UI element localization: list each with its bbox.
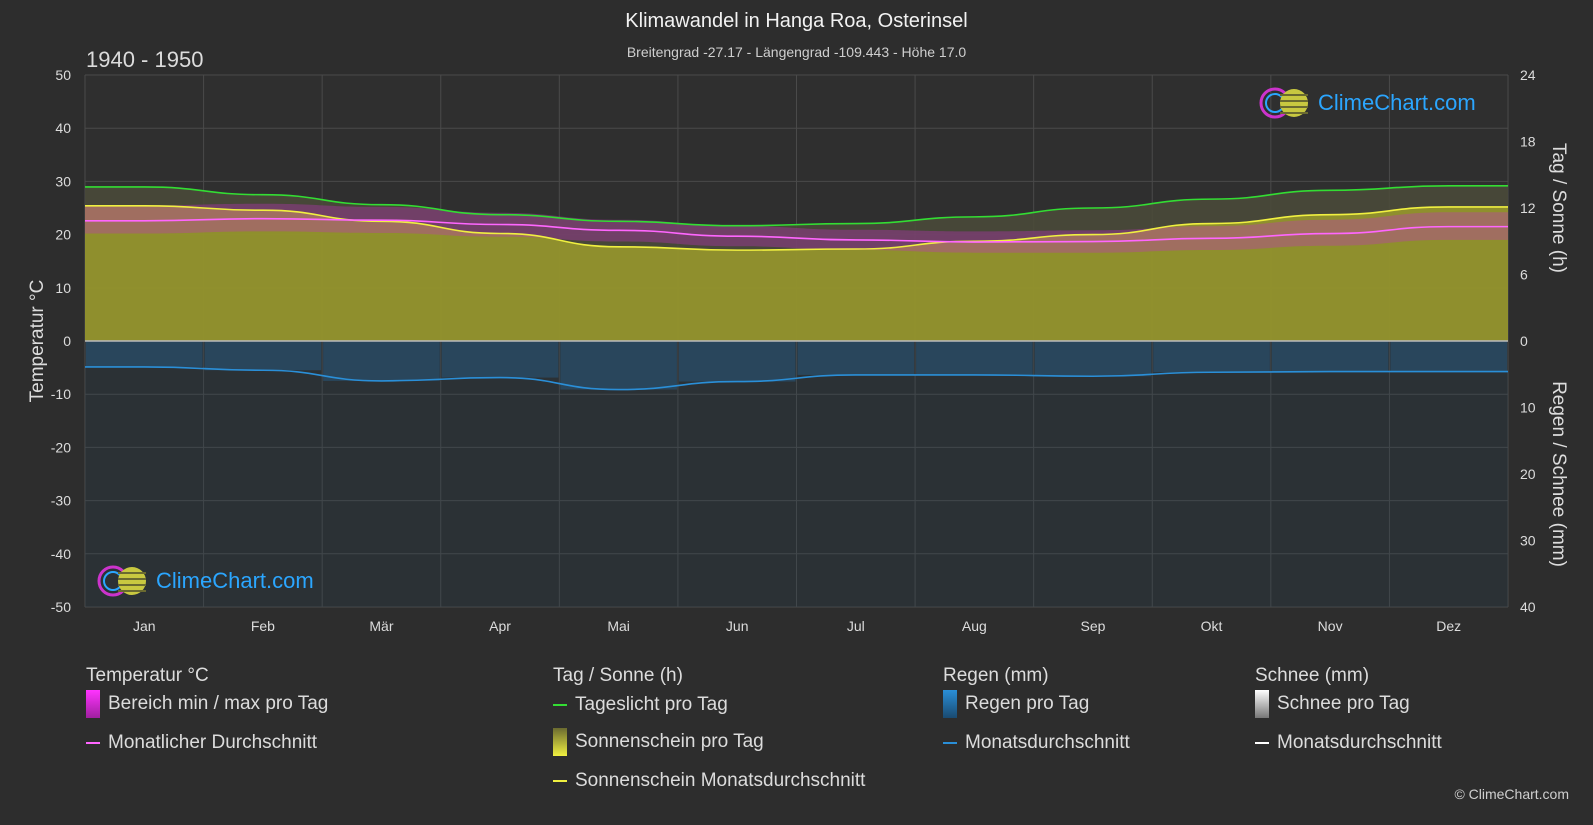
rain-bar [1034,341,1152,377]
rain-avg-line [84,366,1508,391]
legend-label: Schnee pro Tag [1277,693,1410,714]
yellow-box-swatch-icon [553,728,567,756]
y-tick-label-right-mm: 10 [1520,400,1536,416]
period-label: 1940 - 1950 [86,47,204,72]
white-box-swatch-icon [1255,690,1269,718]
rain-bar [916,341,1033,375]
x-tick-label: Jan [133,618,156,634]
x-tick-label: Mai [607,618,630,634]
legend-heading-temperature: Temperatur °C [86,665,209,686]
legend-item-snow-avg: Monatsdurchschnitt [1255,732,1442,754]
y-tick-label-right-mm: 30 [1520,533,1536,549]
legend-item-rain: Regen pro Tag [943,690,1089,718]
legend-item-temp-avg: Monatlicher Durchschnitt [86,732,317,754]
y-tick-label-left: -10 [51,386,71,402]
y-tick-label-right-hours: 0 [1520,333,1528,349]
blue-line-swatch-icon [943,742,957,744]
y-tick-label-left: 30 [55,173,71,189]
rain-bar [1390,341,1507,372]
climechart-logo-icon [1258,86,1314,120]
y-tick-label-left: -30 [51,493,71,509]
climechart-logo-icon [96,564,152,598]
x-tick-label: Nov [1318,618,1343,634]
chart-title: Klimawandel in Hanga Roa, Osterinsel [625,10,968,32]
legend-label: Sonnenschein Monatsdurchschnitt [575,770,866,791]
legend-item-sunshine: Sonnenschein pro Tag [553,728,764,756]
legend-label: Sonnenschein pro Tag [575,731,764,752]
legend-label: Regen pro Tag [965,693,1090,714]
y-axis-title-left: Temperatur °C [27,280,48,403]
y-tick-label-right-mm: 20 [1520,466,1536,482]
legend-label: Bereich min / max pro Tag [108,693,329,714]
y-tick-label-left: 0 [63,333,71,349]
y-tick-label-left: -40 [51,546,71,562]
y-tick-label-right-hours: 12 [1520,200,1536,216]
x-tick-label: Sep [1080,618,1105,634]
legend-label: Monatsdurchschnitt [965,732,1130,753]
brand-logo-top[interactable]: ClimeChart.com [1258,86,1476,120]
legend-label: Monatsdurchschnitt [1277,732,1442,753]
rain-bar [86,341,203,367]
legend-item-sunshine-avg: Sonnenschein Monatsdurchschnitt [553,770,865,792]
x-tick-label: Jun [726,618,749,634]
legend-item-snow: Schnee pro Tag [1255,690,1410,718]
chart-subtitle: Breitengrad -27.17 - Längengrad -109.443… [626,44,967,60]
x-tick-label: Aug [962,618,987,634]
y-axis-title-right-top: Tag / Sonne (h) [1548,143,1569,273]
blue-box-swatch-icon [943,690,957,718]
x-tick-label: Okt [1201,618,1223,634]
x-tick-label: Feb [251,618,275,634]
rain-bar [1153,341,1270,373]
brand-logo-bottom[interactable]: ClimeChart.com [96,564,314,598]
x-tick-label: Dez [1436,618,1461,634]
brand-name: ClimeChart.com [156,568,314,593]
y-axis-title-right-bottom: Regen / Schnee (mm) [1548,381,1569,567]
x-tick-label: Apr [489,618,511,634]
x-tick-label: Jul [847,618,865,634]
rain-bar [797,341,915,375]
legend-item-temp-range: Bereich min / max pro Tag [86,690,328,718]
legend-item-rain-avg: Monatsdurchschnitt [943,732,1130,754]
magenta-range-swatch-icon [86,690,100,718]
rain-bar [441,341,559,378]
brand-name: ClimeChart.com [1318,90,1476,115]
green-line-swatch-icon [553,704,567,706]
rain-bar [678,341,796,382]
y-tick-label-right-hours: 18 [1520,134,1536,150]
copyright-notice: © ClimeChart.com [1454,786,1569,802]
y-tick-label-right-hours: 6 [1520,267,1528,283]
white-line-swatch-icon [1255,742,1269,744]
legend-heading-sun: Tag / Sonne (h) [553,665,683,686]
y-tick-label-right-mm: 40 [1520,599,1536,615]
rain-bar [560,341,677,390]
y-tick-label-left: 10 [55,280,71,296]
legend-label: Tageslicht pro Tag [575,694,728,715]
y-tick-label-left: 40 [55,120,71,136]
sunshine-avg-line [84,204,1508,251]
rain-bar [204,341,322,371]
legend-item-daylight: Tageslicht pro Tag [553,694,728,716]
legend-label: Monatlicher Durchschnitt [108,732,318,753]
y-tick-label-right-hours: 24 [1520,67,1536,83]
pink-line-swatch-icon [86,742,100,744]
y-tick-label-left: -20 [51,439,71,455]
rain-bar [1271,341,1389,372]
yellow-line-swatch-icon [553,780,567,782]
y-tick-label-left: 50 [55,67,71,83]
daylight-line [85,185,1508,227]
rain-bar [323,341,440,381]
x-tick-label: Mär [369,618,393,634]
y-tick-label-left: 20 [55,227,71,243]
legend-heading-rain: Regen (mm) [943,665,1049,686]
legend-heading-snow: Schnee (mm) [1255,665,1370,686]
temperature-avg-line [85,217,1508,243]
y-tick-label-left: -50 [51,599,71,615]
rain-background [85,341,1508,607]
